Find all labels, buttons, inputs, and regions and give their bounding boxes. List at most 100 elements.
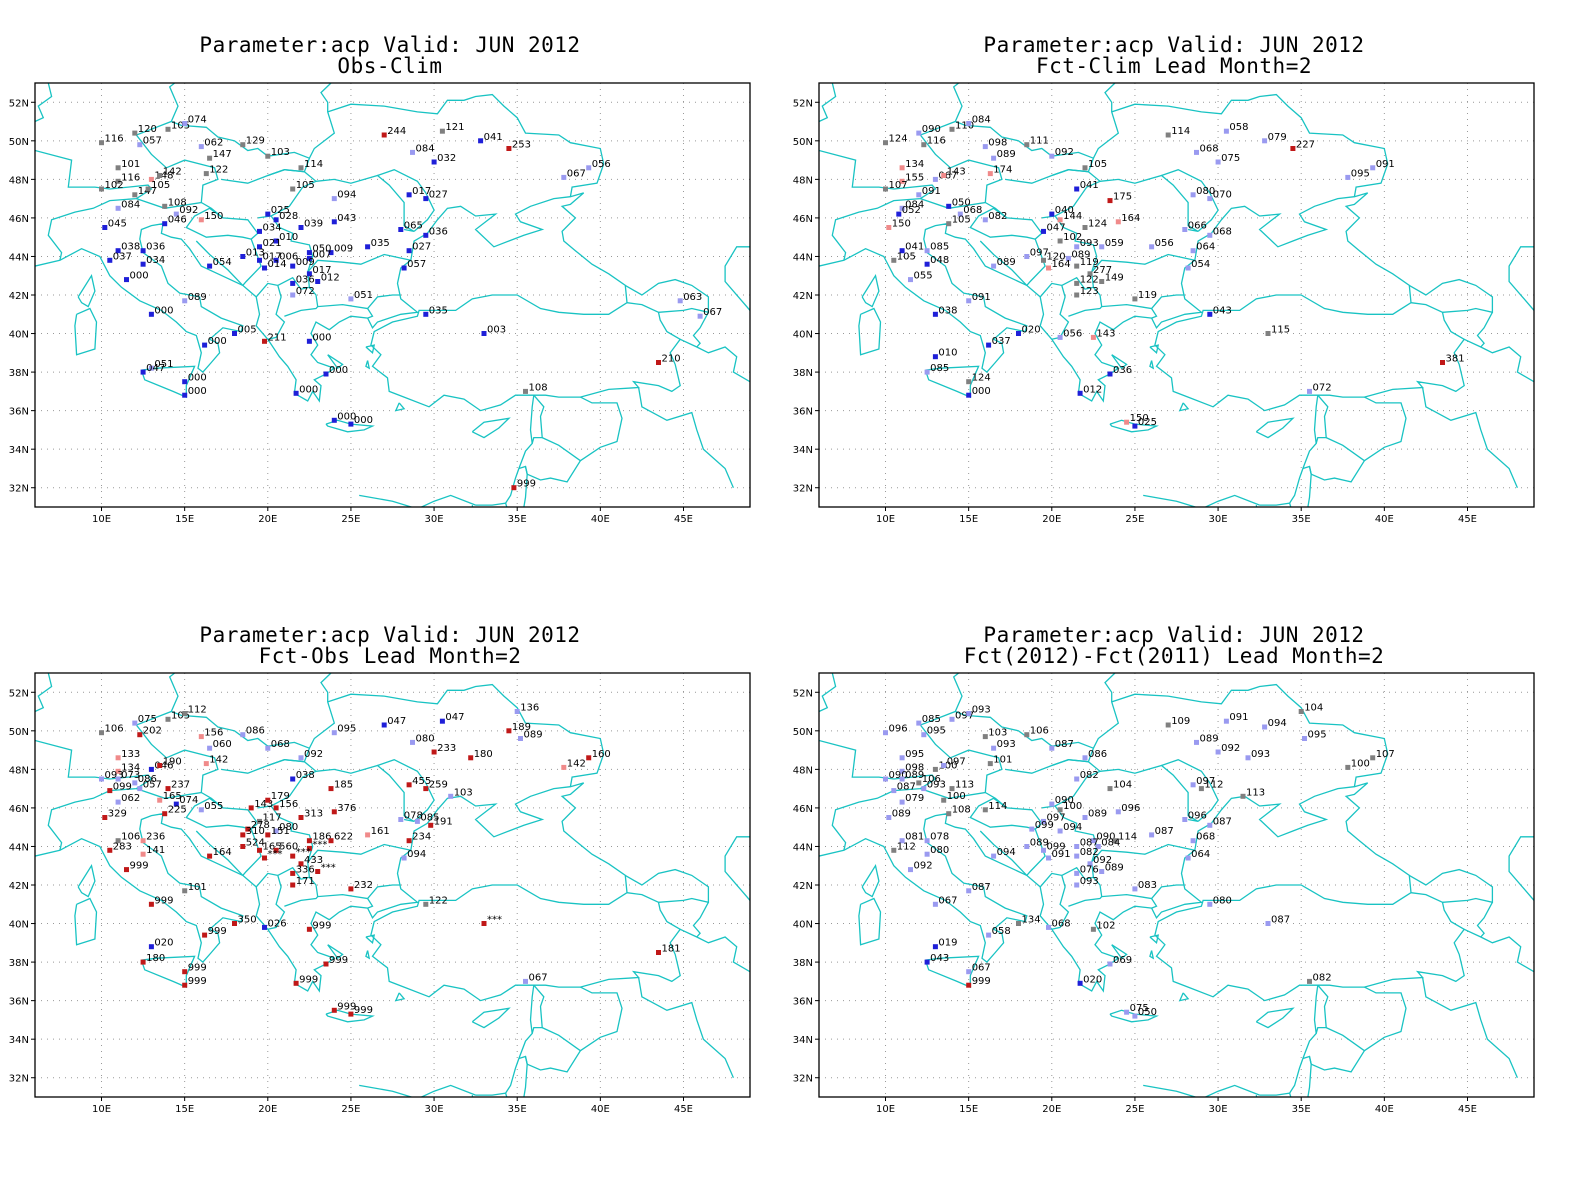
station-marker: 090 [1090, 832, 1115, 844]
lat-tick-label: 48N [9, 175, 29, 186]
station-square [157, 173, 163, 178]
station-marker: 091 [916, 186, 941, 198]
station-square [932, 354, 938, 360]
station-marker: 036 [1107, 365, 1132, 377]
station-value: 067 [703, 307, 722, 318]
station-square [883, 776, 888, 782]
station-marker: 087 [1265, 915, 1290, 926]
station-marker: 093 [991, 739, 1016, 751]
lon-tick-label: 45E [674, 514, 693, 525]
station-square [991, 155, 997, 161]
station-marker: 032 [431, 153, 456, 165]
station-square [523, 388, 528, 394]
station-value: 052 [902, 205, 921, 216]
coastline-path [185, 207, 252, 240]
station-marker: 101 [182, 882, 207, 894]
station-value: 122 [429, 895, 448, 906]
station-square [883, 140, 888, 146]
lon-tick-label: 25E [341, 1104, 360, 1115]
station-square [173, 801, 179, 807]
station-square [1099, 869, 1105, 874]
station-marker: 036 [140, 242, 165, 254]
station-value: 070 [1213, 190, 1232, 201]
station-square [1087, 271, 1093, 277]
station-marker: 048 [924, 255, 949, 267]
station-square [240, 732, 246, 738]
station-value: 041 [484, 132, 503, 143]
station-value: 082 [1080, 847, 1099, 858]
station-marker: 091 [1223, 712, 1248, 724]
station-marker: 148 [148, 170, 173, 182]
station-marker: 043 [331, 213, 356, 225]
station-square [290, 882, 296, 888]
station-square [966, 298, 972, 304]
coastline-path [819, 673, 837, 713]
station-square [240, 254, 246, 259]
station-square [1107, 786, 1113, 792]
coastline-path [1041, 759, 1102, 809]
station-marker: 007 [306, 249, 331, 261]
station-square [891, 788, 897, 794]
station-square [1074, 882, 1080, 888]
station-marker: 122 [203, 165, 228, 177]
station-value: 098 [988, 138, 1007, 149]
station-square [273, 847, 279, 853]
map-panel-fct-clim: Parameter:acp Valid: JUN 2012 Fct-Clim L… [784, 0, 1564, 560]
station-value: 089 [997, 257, 1016, 268]
lat-tick-label: 42N [9, 881, 29, 892]
coastline-path [1408, 278, 1494, 314]
station-value: 120 [1047, 251, 1066, 262]
station-value: 310 [246, 826, 265, 837]
station-marker: 066 [1182, 221, 1207, 232]
station-square [966, 888, 972, 894]
station-square [1082, 755, 1088, 761]
station-marker: 211 [262, 332, 287, 344]
station-square [410, 149, 415, 155]
lon-tick-label: 35E [1292, 1104, 1311, 1115]
station-value: 097 [947, 757, 966, 768]
station-value: 068 [1200, 143, 1219, 154]
station-square [315, 869, 321, 874]
station-square [916, 192, 922, 198]
station-marker: 092 [908, 861, 933, 873]
station-value: 089 [188, 292, 207, 303]
station-value: 060 [213, 739, 232, 750]
station-marker: 136 [514, 703, 539, 714]
station-square [431, 749, 437, 755]
coastline-path [1111, 93, 1389, 197]
station-value: 114 [1118, 832, 1137, 843]
lon-tick-label: 20E [1042, 1104, 1061, 1115]
coastline-path [1255, 417, 1295, 439]
station-square [365, 832, 371, 838]
station-value: 099 [113, 782, 132, 793]
station-value: 050 [1138, 1007, 1157, 1018]
station-marker: 124 [883, 134, 908, 146]
station-square [1057, 828, 1063, 834]
station-value: 094 [1268, 718, 1287, 729]
station-square [265, 745, 271, 751]
station-value: 103 [454, 787, 473, 798]
station-value: 112 [897, 841, 916, 852]
station-square [328, 786, 334, 792]
station-value: 151 [271, 826, 290, 837]
station-marker: 113 [1240, 787, 1265, 799]
station-value: 191 [434, 816, 453, 827]
station-marker: 097 [949, 710, 974, 722]
station-map: 10E 15E 20E 25E 30E 35E 40E 45E 32N 34N 36N 38N 40N 4… [793, 82, 1535, 525]
coastline-path [952, 673, 963, 712]
station-marker: 107 [883, 180, 908, 192]
station-marker: 000 [148, 305, 173, 317]
station-marker: 104 [1107, 780, 1132, 792]
station-value: 107 [1376, 749, 1395, 760]
station-marker: 089 [886, 809, 911, 820]
station-square [448, 793, 454, 799]
station-square [348, 421, 354, 427]
station-marker: 080 [1190, 186, 1215, 198]
station-value: 102 [105, 180, 124, 191]
station-value: 105 [171, 120, 190, 131]
station-marker: 244 [381, 126, 406, 138]
station-square [886, 225, 892, 230]
station-square [182, 969, 188, 975]
station-square [1095, 844, 1101, 849]
